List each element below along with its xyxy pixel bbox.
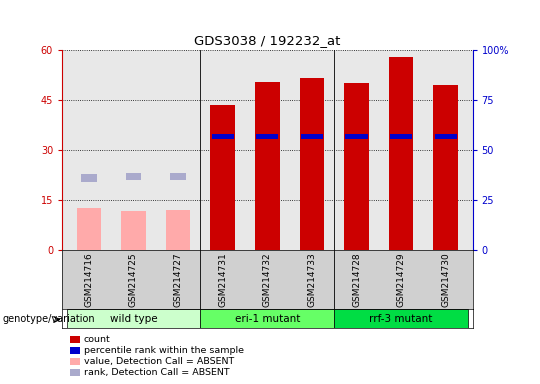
Bar (434, 85, 458, 250)
Bar (334, 309, 468, 328)
Text: GSM214733: GSM214733 (307, 253, 316, 307)
Bar (345, 83, 369, 250)
Bar (81, 174, 97, 182)
Bar (390, 134, 412, 139)
Bar (170, 173, 186, 180)
Bar (435, 134, 457, 139)
Bar (255, 81, 280, 250)
Text: eri-1 mutant: eri-1 mutant (234, 314, 300, 324)
Text: rrf-3 mutant: rrf-3 mutant (369, 314, 433, 324)
Bar (301, 134, 323, 139)
Bar (389, 56, 414, 250)
Text: GSM214732: GSM214732 (263, 253, 272, 307)
Text: GSM214725: GSM214725 (129, 253, 138, 307)
Text: count: count (84, 335, 111, 344)
Bar (121, 211, 146, 250)
Text: genotype/variation: genotype/variation (3, 314, 96, 324)
Bar (125, 173, 141, 180)
Bar (300, 78, 324, 250)
Bar (211, 105, 235, 250)
Text: wild type: wild type (110, 314, 157, 324)
Text: GSM214727: GSM214727 (173, 253, 183, 307)
Bar (256, 134, 278, 139)
Bar (346, 134, 368, 139)
Text: GSM214731: GSM214731 (218, 253, 227, 307)
Text: value, Detection Call = ABSENT: value, Detection Call = ABSENT (84, 357, 234, 366)
Text: percentile rank within the sample: percentile rank within the sample (84, 346, 244, 355)
Text: GSM214716: GSM214716 (84, 253, 93, 307)
Bar (200, 309, 334, 328)
Bar (66, 309, 200, 328)
Bar (166, 210, 191, 250)
Title: GDS3038 / 192232_at: GDS3038 / 192232_at (194, 34, 341, 47)
Text: GSM214728: GSM214728 (352, 253, 361, 307)
Text: rank, Detection Call = ABSENT: rank, Detection Call = ABSENT (84, 367, 230, 377)
Bar (212, 134, 234, 139)
Text: GSM214729: GSM214729 (396, 253, 406, 307)
Bar (77, 208, 101, 250)
Text: GSM214730: GSM214730 (441, 253, 450, 307)
